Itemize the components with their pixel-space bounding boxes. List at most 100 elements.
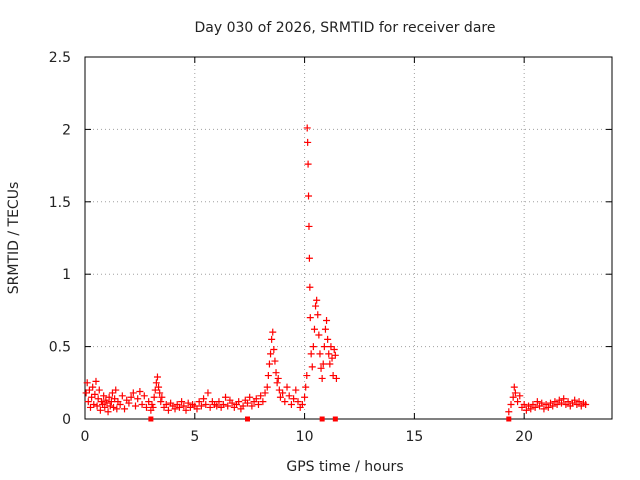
data-point [132,402,140,410]
data-point [100,392,108,400]
data-point [292,386,300,394]
data-point [321,325,329,333]
data-point [298,401,306,409]
data-point [105,393,113,401]
y-tick-label: 1.5 [49,195,71,211]
x-tick-label: 0 [81,429,90,445]
data-point [317,364,325,372]
data-point [304,160,312,168]
data-point [320,343,328,351]
data-point [264,372,272,380]
data-point [315,331,323,339]
data-point [171,405,179,413]
data-point [514,398,522,406]
data-point [314,311,322,319]
data-point [324,335,332,343]
data-point [305,254,313,262]
data-point [283,383,291,391]
data-point [104,408,112,416]
data-point [533,398,541,406]
data-point [106,402,114,410]
data-point [287,401,295,409]
data-points [82,124,590,422]
data-point [140,392,148,400]
y-tick-label: 1 [62,267,71,283]
data-point [206,403,214,411]
data-point [254,401,262,409]
data-point [182,406,190,414]
data-point [158,393,166,401]
data-point [215,398,223,406]
grid-lines [85,57,612,419]
data-point [557,399,565,407]
data-point [93,402,101,410]
data-point [505,408,513,416]
data-point [202,401,210,409]
data-point [153,373,161,381]
data-point [332,416,338,422]
data-point [307,350,315,358]
data-point [121,405,129,413]
data-point [200,395,208,403]
data-point [553,401,561,409]
data-point [110,403,118,411]
data-point [520,401,528,409]
x-tick-label: 20 [515,429,533,445]
data-point [90,401,98,409]
data-point [522,406,530,414]
x-tick-label: 10 [296,429,314,445]
data-point [326,360,334,368]
data-point [184,399,192,407]
data-point [305,222,313,230]
data-point [244,416,250,422]
data-point [582,401,590,409]
data-point [319,416,325,422]
data-point [213,402,221,410]
data-point [313,296,321,304]
data-point [197,402,205,410]
data-point [228,399,236,407]
data-point [259,398,267,406]
data-point [219,401,227,409]
data-point [127,393,135,401]
data-point [506,416,512,422]
data-point [246,393,254,401]
data-point [531,403,539,411]
data-point [149,403,157,411]
data-point [257,392,265,400]
data-point [306,314,314,322]
data-point [150,393,158,401]
y-tick-label: 0 [62,412,71,428]
x-tick-label: 15 [405,429,423,445]
data-point [538,399,546,407]
data-point [125,399,133,407]
data-point [92,377,100,385]
data-point [265,360,273,368]
data-point [193,405,201,413]
data-point [304,138,312,146]
data-point [527,405,535,413]
data-point [312,302,320,310]
data-point [273,379,281,387]
data-point [316,350,324,358]
data-point [175,403,183,411]
data-point [330,345,338,353]
data-point [303,372,311,380]
data-point [222,393,230,401]
data-point [507,401,515,409]
data-point [269,328,277,336]
data-point [180,402,188,410]
y-tick-label: 2.5 [49,50,71,66]
data-point [276,393,284,401]
data-point [156,389,164,397]
data-point [252,395,260,403]
data-point [162,401,170,409]
data-point [136,387,144,395]
data-point [148,416,154,422]
data-point [279,389,287,397]
data-point [571,396,579,404]
data-point [101,403,109,411]
data-point [509,393,517,401]
data-point [142,403,150,411]
